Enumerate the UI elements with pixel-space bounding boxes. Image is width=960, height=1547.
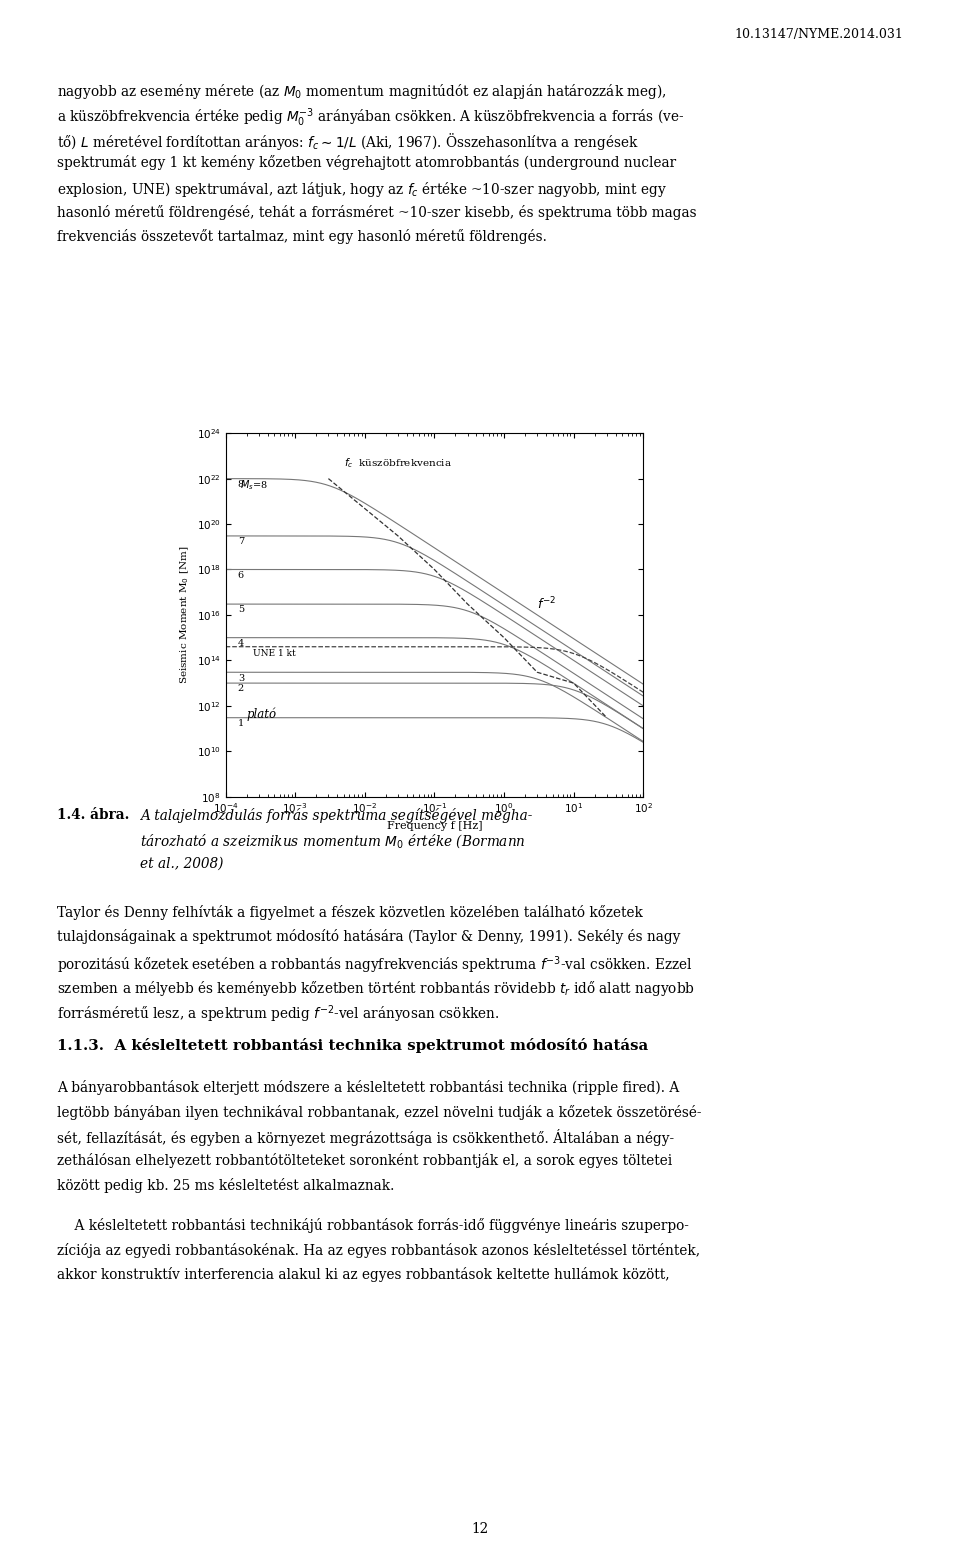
Text: tározható a szeizmikus momentum $M_0$ értéke (Bormann: tározható a szeizmikus momentum $M_0$ ér… — [140, 832, 526, 851]
Text: hasonló méretű földrengésé, tehát a forrásméret ~10-szer kisebb, és spektruma tö: hasonló méretű földrengésé, tehát a forr… — [57, 204, 697, 220]
Text: 5: 5 — [238, 605, 244, 614]
Text: nagyobb az esemény mérete (az $M_0$ momentum magnitúdót ez alapján határozzák me: nagyobb az esemény mérete (az $M_0$ mome… — [57, 82, 666, 101]
Text: spektrumát egy 1 kt kemény kőzetben végrehajtott atomrobbantás (underground nucl: spektrumát egy 1 kt kemény kőzetben végr… — [57, 156, 676, 170]
Text: akkor konstruktív interferencia alakul ki az egyes robbantások keltette hullámok: akkor konstruktív interferencia alakul k… — [57, 1267, 670, 1282]
Text: explosion, UNE) spektrumával, azt látjuk, hogy az $f_c$ értéke ~10-szer nagyobb,: explosion, UNE) spektrumával, azt látjuk… — [57, 179, 667, 200]
Text: forrásméretű lesz, a spektrum pedig $f^{-2}$-vel arányosan csökken.: forrásméretű lesz, a spektrum pedig $f^{… — [57, 1002, 499, 1024]
Text: sét, fellazítását, és egyben a környezet megrázottsága is csökkenthető. Általába: sét, fellazítását, és egyben a környezet… — [57, 1129, 674, 1146]
Text: $f_c$  küszöbfrekvencia: $f_c$ küszöbfrekvencia — [344, 456, 452, 470]
Text: 7: 7 — [238, 537, 244, 546]
Text: UNE 1 kt: UNE 1 kt — [253, 648, 296, 657]
Y-axis label: Seismic Moment M$_0$ [Nm]: Seismic Moment M$_0$ [Nm] — [179, 546, 191, 684]
Text: 8: 8 — [238, 480, 244, 489]
X-axis label: Frequency f [Hz]: Frequency f [Hz] — [387, 821, 482, 831]
Text: szemben a mélyebb és keményebb kőzetben történt robbantás rövidebb $t_r$ idő ala: szemben a mélyebb és keményebb kőzetben … — [57, 979, 695, 998]
Text: zíciója az egyedi robbantásokénak. Ha az egyes robbantások azonos késleltetéssel: zíciója az egyedi robbantásokénak. Ha az… — [57, 1242, 700, 1258]
Text: tő) $L$ méretével fordítottan arányos: $f_c \sim 1/L$ (Aki, 1967). Összehasonlít: tő) $L$ méretével fordítottan arányos: $… — [57, 131, 639, 152]
Text: $M_s$=8: $M_s$=8 — [240, 478, 268, 492]
Text: 2: 2 — [238, 684, 244, 693]
Text: 10.13147/NYME.2014.031: 10.13147/NYME.2014.031 — [734, 28, 903, 42]
Text: A bányarobbantások elterjett módszere a késleltetett robbantási technika (ripple: A bányarobbantások elterjett módszere a … — [57, 1080, 680, 1095]
Text: tulajdonságainak a spektrumot módosító hatására (Taylor & Denny, 1991). Sekély é: tulajdonságainak a spektrumot módosító h… — [57, 930, 681, 945]
Text: 1: 1 — [238, 719, 244, 729]
Text: frekvenciás összetevőt tartalmaz, mint egy hasonló méretű földrengés.: frekvenciás összetevőt tartalmaz, mint e… — [57, 229, 547, 244]
Text: $f^{-2}$: $f^{-2}$ — [538, 596, 557, 613]
Text: et al., 2008): et al., 2008) — [140, 857, 224, 871]
Text: 12: 12 — [471, 1522, 489, 1536]
Text: plató: plató — [247, 707, 276, 721]
Text: zethálósan elhelyezett robbantótölteteket soronként robbantják el, a sorok egyes: zethálósan elhelyezett robbantótölteteke… — [57, 1154, 672, 1168]
Text: között pedig kb. 25 ms késleltetést alkalmaznak.: között pedig kb. 25 ms késleltetést alka… — [57, 1177, 395, 1193]
Text: 4: 4 — [238, 639, 244, 648]
Text: porozitású kőzetek esetében a robbantás nagyfrekvenciás spektruma $f^{-3}$-val c: porozitású kőzetek esetében a robbantás … — [57, 954, 693, 976]
Text: a küszöbfrekvencia értéke pedig $M_0^{-3}$ arányában csökken. A küszöbfrekvencia: a küszöbfrekvencia értéke pedig $M_0^{-3… — [57, 107, 684, 128]
Text: legtöbb bányában ilyen technikával robbantanak, ezzel növelni tudják a kőzetek ö: legtöbb bányában ilyen technikával robba… — [57, 1105, 702, 1120]
Text: 6: 6 — [238, 571, 244, 580]
Text: 1.4. ábra.: 1.4. ábra. — [57, 808, 130, 821]
Text: 1.1.3.  A késleltetett robbantási technika spektrumot módosító hatása: 1.1.3. A késleltetett robbantási technik… — [57, 1038, 648, 1054]
Text: A talajelmozdulás forrás spektruma segítségével megha-: A talajelmozdulás forrás spektruma segít… — [140, 808, 533, 823]
Text: Taylor és Denny felhívták a figyelmet a fészek közvetlen közelében található kőz: Taylor és Denny felhívták a figyelmet a … — [57, 905, 643, 920]
Text: A késleltetett robbantási technikájú robbantások forrás-idő függvénye lineáris s: A késleltetett robbantási technikájú rob… — [57, 1217, 689, 1233]
Text: 3: 3 — [238, 673, 244, 682]
